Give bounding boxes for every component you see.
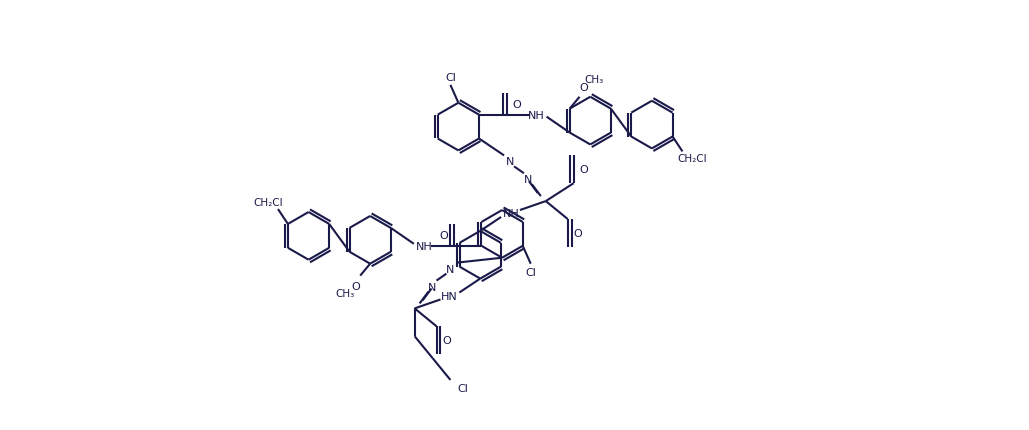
Text: O: O <box>512 99 521 110</box>
Text: O: O <box>573 228 582 238</box>
Text: O: O <box>352 281 360 291</box>
Text: CH₂Cl: CH₂Cl <box>678 154 707 164</box>
Text: N: N <box>506 157 514 167</box>
Text: N: N <box>428 282 436 292</box>
Text: CH₂Cl: CH₂Cl <box>253 198 283 208</box>
Text: O: O <box>442 335 451 345</box>
Text: NH: NH <box>502 209 520 218</box>
Text: O: O <box>579 83 588 92</box>
Text: HN: HN <box>441 292 458 302</box>
Text: O: O <box>579 165 588 175</box>
Text: Cl: Cl <box>457 383 468 393</box>
Text: NH: NH <box>528 111 545 120</box>
Text: N: N <box>447 264 455 274</box>
Text: NH: NH <box>416 241 432 251</box>
Text: CH₃: CH₃ <box>584 75 604 85</box>
Text: O: O <box>439 230 448 240</box>
Text: Cl: Cl <box>445 73 456 83</box>
Text: N: N <box>524 175 532 185</box>
Text: Cl: Cl <box>525 267 536 277</box>
Text: CH₃: CH₃ <box>335 289 355 299</box>
